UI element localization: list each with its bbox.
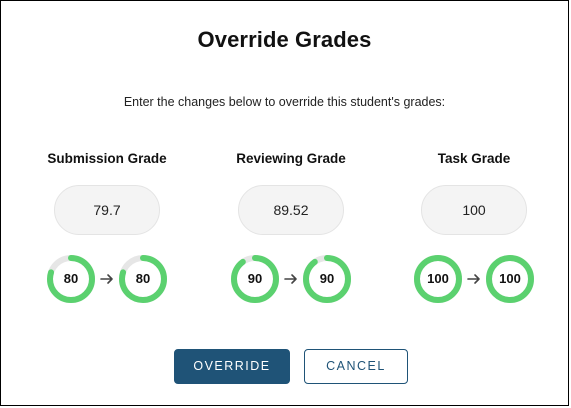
task-grade-label: Task Grade bbox=[437, 151, 511, 166]
reviewing-new-score-ring: 90 bbox=[303, 255, 351, 303]
task-grade-input[interactable] bbox=[421, 185, 527, 235]
submission-new-score-ring: 80 bbox=[119, 255, 167, 303]
progress-ring-fill bbox=[231, 255, 279, 303]
dialog-title: Override Grades bbox=[197, 27, 372, 52]
progress-ring-graphic bbox=[119, 255, 167, 303]
submission-grade-rings: 80 80 bbox=[32, 255, 182, 305]
cancel-button[interactable]: CANCEL bbox=[304, 349, 408, 384]
override-button[interactable]: OVERRIDE bbox=[174, 349, 290, 384]
progress-ring-fill bbox=[303, 255, 351, 303]
reviewing-current-score: 90 bbox=[247, 271, 263, 286]
task-current-score-ring: 100 bbox=[414, 255, 462, 303]
task-grade-rings: 100 100 bbox=[399, 255, 549, 305]
progress-ring-graphic bbox=[47, 255, 95, 303]
submission-grade-label: Submission Grade bbox=[47, 151, 167, 166]
arrow-right-icon bbox=[283, 269, 299, 289]
task-new-score-ring: 100 bbox=[486, 255, 534, 303]
progress-ring-fill bbox=[119, 255, 167, 303]
reviewing-new-score: 90 bbox=[319, 271, 335, 286]
submission-current-score-ring: 80 bbox=[47, 255, 95, 303]
progress-ring-fill bbox=[486, 255, 534, 303]
reviewing-current-score-ring: 90 bbox=[231, 255, 279, 303]
dialog-subtitle: Enter the changes below to override this… bbox=[123, 95, 446, 109]
progress-ring-graphic bbox=[486, 255, 534, 303]
progress-ring-graphic bbox=[414, 255, 462, 303]
arrow-right-icon bbox=[99, 269, 115, 289]
submission-new-score: 80 bbox=[135, 271, 151, 286]
reviewing-grade-input[interactable] bbox=[238, 185, 344, 235]
task-new-score: 100 bbox=[499, 271, 521, 286]
progress-ring-fill bbox=[47, 255, 95, 303]
submission-grade-input[interactable] bbox=[54, 185, 160, 235]
reviewing-grade-label: Reviewing Grade bbox=[236, 151, 346, 166]
progress-ring-graphic bbox=[303, 255, 351, 303]
reviewing-grade-rings: 90 90 bbox=[216, 255, 366, 305]
progress-ring-fill bbox=[414, 255, 462, 303]
arrow-right-icon bbox=[466, 269, 482, 289]
progress-ring-graphic bbox=[231, 255, 279, 303]
submission-current-score: 80 bbox=[63, 271, 79, 286]
task-current-score: 100 bbox=[427, 271, 449, 286]
